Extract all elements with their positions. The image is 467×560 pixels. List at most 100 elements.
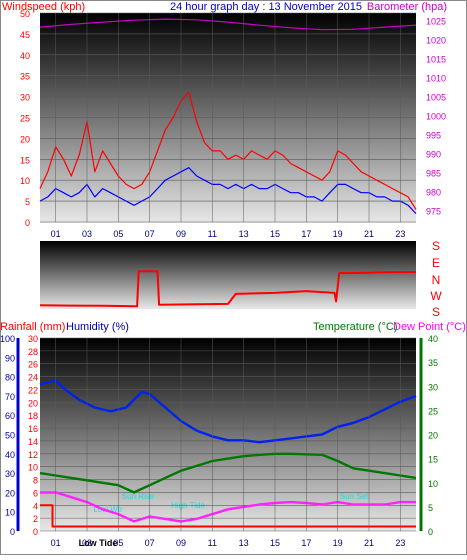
x-tick-label: 23 [395, 538, 405, 548]
x-tick-label: 11 [208, 229, 217, 239]
temperature-tick-label: 20 [428, 431, 438, 441]
temperature-tick-label: 40 [428, 334, 438, 344]
temperature-tick-label: 15 [428, 455, 438, 465]
humidity-tick-label: 90 [5, 353, 15, 363]
series-line-humidity- [39, 379, 417, 444]
rain-tick-label: 26 [28, 360, 38, 370]
rain-tick-label: 16 [28, 424, 38, 434]
top-left-axis-label: Windspeed (kph) [2, 1, 85, 13]
humidity-axis-label: Humidity (%) [66, 321, 129, 333]
x-tick-label: 13 [239, 538, 249, 548]
x-tick-label: 19 [333, 538, 343, 548]
humidity-tick-label: 20 [5, 488, 15, 498]
humidity-tick-label: 50 [5, 431, 15, 441]
x-tick-label: 07 [145, 538, 155, 548]
x-tick-label: 03 [82, 538, 92, 548]
rain-tick-label: 2 [33, 514, 38, 524]
rain-tick-label: 6 [33, 488, 38, 498]
rain-tick-label: 28 [28, 347, 38, 357]
windspeed-tick-label: 5 [25, 197, 30, 207]
x-tick-label: 17 [301, 229, 311, 239]
barometer-tick-label: 1025 [426, 17, 446, 27]
rain-tick-label: 0 [33, 527, 38, 537]
series-line-wind-direction [39, 270, 417, 308]
x-tick-label: 15 [270, 538, 280, 548]
x-tick-label: 17 [301, 538, 311, 548]
barometer-tick-label: 1020 [426, 36, 446, 46]
chart-marks: 0510152025303540455097598098599099510001… [0, 9, 446, 548]
humidity-tick-label: 100 [0, 334, 15, 344]
humidity-tick-label: 80 [5, 373, 15, 383]
barometer-tick-label: 1000 [426, 112, 446, 122]
windspeed-tick-label: 15 [20, 155, 30, 165]
temperature-tick-label: 10 [428, 479, 438, 489]
x-tick-label: 03 [82, 229, 92, 239]
direction-label-s2: S [432, 305, 440, 319]
x-tick-label: 09 [176, 229, 186, 239]
temperature-tick-label: 5 [428, 503, 433, 513]
series-line-barometer-hpa- [39, 18, 417, 31]
humidity-tick-label: 10 [5, 508, 15, 518]
bottom-panel-background [40, 338, 416, 531]
humidity-tick-label: 40 [5, 450, 15, 460]
rain-tick-label: 14 [28, 437, 38, 447]
humidity-tick-label: 70 [5, 392, 15, 402]
rain-tick-label: 10 [28, 463, 38, 473]
sun-set-label: Sun Set [340, 492, 369, 501]
windspeed-tick-label: 30 [20, 93, 30, 103]
top-right-axis-label: Barometer (hpa) [367, 1, 447, 13]
barometer-tick-label: 975 [426, 207, 441, 217]
dewpoint-axis-label: Dew Point (°C) [393, 321, 466, 333]
humidity-tick-label: 0 [10, 527, 15, 537]
x-tick-label: 13 [239, 229, 249, 239]
direction-panel-background [40, 241, 416, 309]
direction-label-n: N [432, 273, 441, 287]
temp-axis-label: Temperature (°C) [313, 321, 397, 333]
sun-rise-label: Sun Rise [122, 492, 155, 501]
humidity-tick-label: 60 [5, 411, 15, 421]
barometer-tick-label: 985 [426, 169, 441, 179]
chart-title: 24 hour graph day : 13 November 2015 [170, 1, 362, 13]
x-tick-label: 01 [51, 229, 61, 239]
x-tick-label: 01 [51, 538, 61, 548]
rain-tick-label: 8 [33, 476, 38, 486]
direction-label-e: E [432, 256, 440, 270]
windspeed-tick-label: 25 [20, 114, 30, 124]
direction-label-w: W [430, 289, 442, 303]
rain-axis-label: Rainfall (mm) [0, 321, 65, 333]
windspeed-tick-label: 45 [20, 30, 30, 40]
windspeed-tick-label: 20 [20, 134, 30, 144]
humidity-tick-label: 30 [5, 469, 15, 479]
low-tide-label: Low Tide [79, 538, 118, 548]
rain-tick-label: 24 [28, 373, 38, 383]
x-tick-label: 19 [333, 229, 343, 239]
x-tick-label: 11 [208, 538, 217, 548]
rain-tick-label: 12 [28, 450, 38, 460]
x-tick-label: 21 [364, 538, 374, 548]
x-tick-label: 05 [113, 538, 123, 548]
series-line-temperature-c- [39, 452, 417, 494]
barometer-tick-label: 1015 [426, 55, 446, 65]
temperature-tick-label: 0 [428, 527, 433, 537]
temperature-tick-label: 30 [428, 382, 438, 392]
direction-label-s1: S [432, 239, 440, 253]
windspeed-tick-label: 50 [20, 9, 30, 19]
temperature-tick-label: 35 [428, 358, 438, 368]
barometer-tick-label: 1010 [426, 74, 446, 84]
series-line-gust-kph- [39, 167, 417, 215]
rain-tick-label: 4 [33, 501, 38, 511]
x-tick-label: 05 [113, 229, 123, 239]
barometer-tick-label: 995 [426, 131, 441, 141]
series-line-dew-point-c- [40, 491, 416, 523]
x-tick-label: 23 [395, 229, 405, 239]
rain-tick-label: 18 [28, 411, 38, 421]
temperature-tick-label: 25 [428, 406, 438, 416]
x-tick-label: 15 [270, 229, 280, 239]
rain-tick-label: 22 [28, 385, 38, 395]
rain-tick-label: 30 [28, 334, 38, 344]
barometer-tick-label: 980 [426, 188, 441, 198]
barometer-tick-label: 1005 [426, 93, 446, 103]
windspeed-tick-label: 40 [20, 51, 30, 61]
